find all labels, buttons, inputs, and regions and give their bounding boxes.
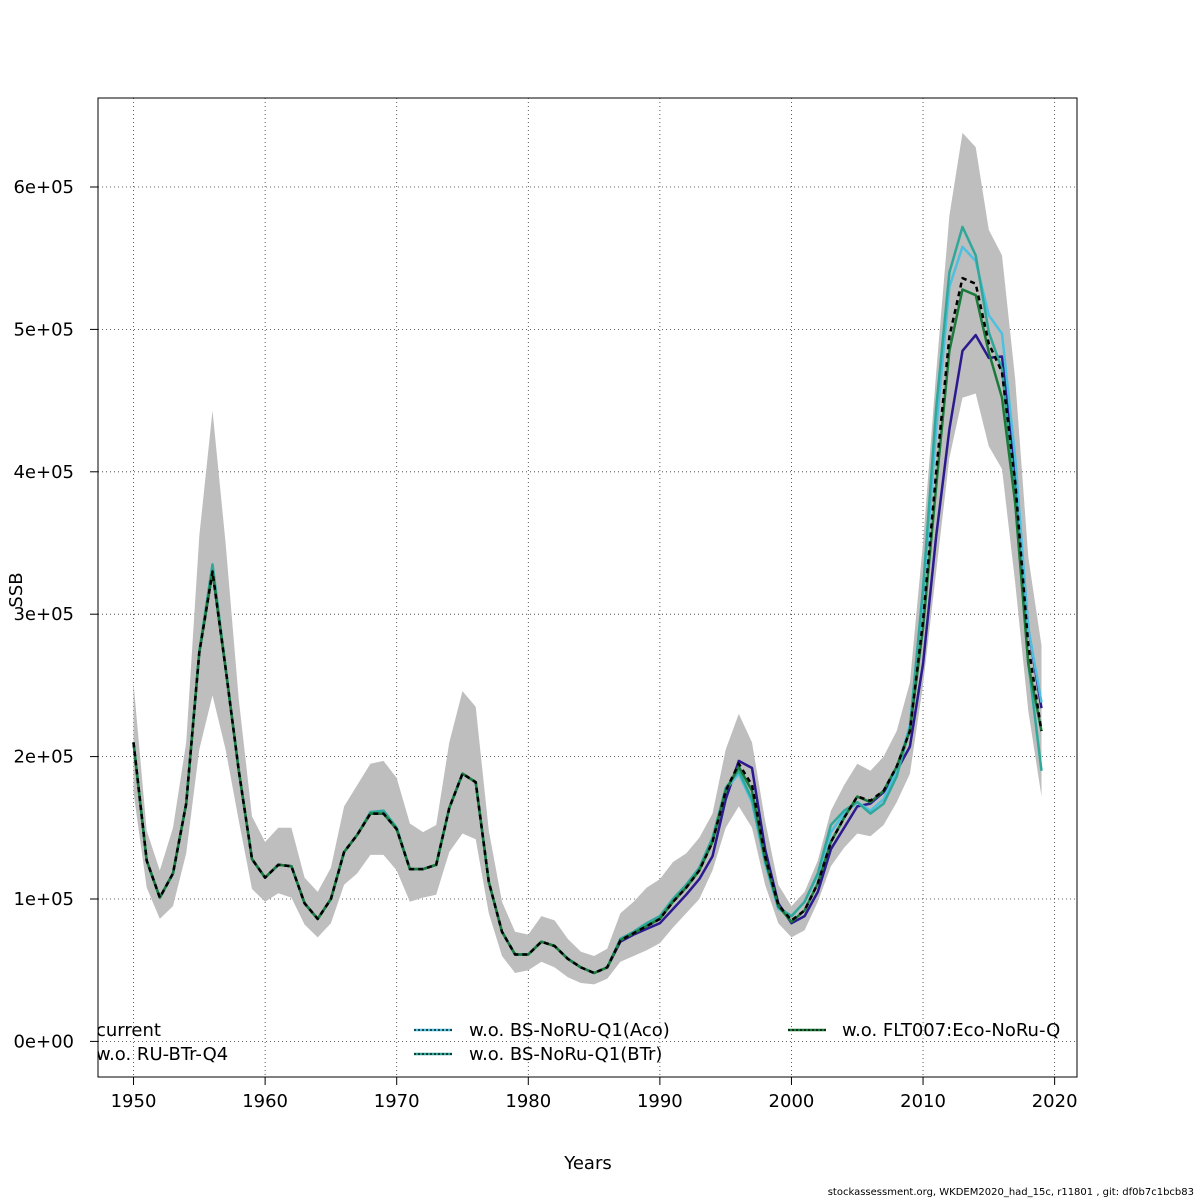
x-tick-label: 2000 [769,1091,815,1112]
legend-label: w.o. RU-BTr-Q4 [96,1044,228,1065]
y-tick-label: 0e+00 [13,1031,74,1052]
y-axis-title: SSB [6,572,27,607]
legend-label: w.o. BS-NoRu-Q1(BTr) [469,1044,662,1065]
x-tick-label: 1980 [505,1091,551,1112]
x-tick-label: 1960 [242,1091,288,1112]
x-tick-label: 2010 [900,1091,946,1112]
footer-credit: stockassessment.org, WKDEM2020_had_15c, … [828,1187,1194,1198]
x-tick-label: 1950 [111,1091,157,1112]
y-tick-label: 4e+05 [13,462,74,483]
x-tick-label: 2020 [1032,1091,1078,1112]
x-tick-label: 1990 [637,1091,683,1112]
legend-label: w.o. BS-NoRU-Q1(Aco) [469,1020,670,1041]
legend-label: w.o. FLT007:Eco-NoRu-Q [842,1020,1060,1041]
x-tick-label: 1970 [374,1091,420,1112]
y-tick-label: 1e+05 [13,889,74,910]
y-tick-label: 2e+05 [13,747,74,768]
ssb-chart: 1950 1960 1970 1980 1990 2000 2010 2020 0e+00 1e… [0,0,1200,1200]
y-tick-label: 5e+05 [13,319,74,340]
x-axis-title: Years [563,1153,612,1174]
y-tick-label: 6e+05 [13,177,74,198]
legend-label: current [96,1020,161,1041]
